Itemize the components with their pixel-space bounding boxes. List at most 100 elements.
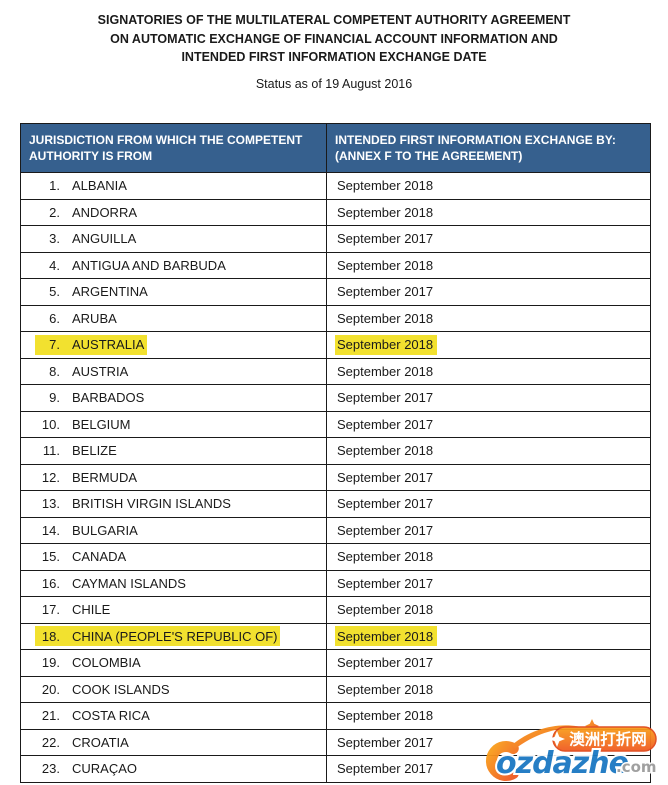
table-row: 4. ANTIGUA AND BARBUDA September 2018 — [20, 251, 651, 279]
table-row: 8. AUSTRIA September 2018 — [20, 357, 651, 385]
table-row: 2. ANDORRA September 2018 — [20, 198, 651, 226]
table-row: 19. COLOMBIA September 2017 — [20, 649, 651, 677]
table-row: 20. COOK ISLANDS September 2018 — [20, 675, 651, 703]
row-exchange-date: September 2018 — [337, 310, 434, 326]
row-number: 19. — [41, 655, 60, 671]
jurisdiction-cell: 15. CANADA — [20, 543, 327, 571]
row-exchange-date: September 2017 — [337, 390, 434, 406]
jurisdiction-text: 8. AUSTRIA — [35, 361, 131, 381]
jurisdiction-text: 2. ANDORRA — [35, 202, 140, 222]
row-exchange-date: September 2018 — [335, 334, 438, 355]
title-line-2: ON AUTOMATIC EXCHANGE OF FINANCIAL ACCOU… — [110, 31, 558, 46]
jurisdiction-text: 23. CURAÇAO — [35, 759, 140, 779]
jurisdiction-text: 17. CHILE — [35, 600, 113, 620]
row-exchange-date: September 2017 — [337, 416, 434, 432]
row-number: 13. — [41, 496, 60, 512]
jurisdiction-cell: 4. ANTIGUA AND BARBUDA — [20, 251, 327, 279]
row-jurisdiction: BERMUDA — [72, 469, 138, 485]
jurisdiction-cell: 22. CROATIA — [20, 728, 327, 756]
row-number: 15. — [41, 549, 60, 565]
jurisdiction-cell: 23. CURAÇAO — [20, 755, 327, 783]
row-number: 23. — [41, 761, 60, 777]
row-number: 12. — [41, 469, 60, 485]
jurisdiction-text: 3. ANGUILLA — [35, 229, 139, 249]
table-row: 10. BELGIUM September 2017 — [20, 410, 651, 438]
exchange-date-cell: September 2018 — [326, 304, 651, 332]
row-exchange-date: September 2017 — [337, 284, 434, 300]
jurisdiction-cell: 17. CHILE — [20, 596, 327, 624]
exchange-date-cell: September 2018 — [326, 437, 651, 465]
ozdazhe-watermark: 澳洲打折网 ozdazhe .com — [482, 704, 668, 783]
jurisdiction-text: 15. CANADA — [35, 547, 129, 567]
jurisdiction-text: 22. CROATIA — [35, 732, 132, 752]
jurisdiction-cell: 14. BULGARIA — [20, 516, 327, 544]
col-header-exchange-date: INTENDED FIRST INFORMATION EXCHANGE BY: … — [326, 123, 651, 173]
row-exchange-date: September 2017 — [337, 522, 434, 538]
signatories-table: JURISDICTION FROM WHICH THE COMPETENT AU… — [20, 123, 651, 783]
exchange-date-cell: September 2018 — [326, 622, 651, 650]
jurisdiction-cell: 8. AUSTRIA — [20, 357, 327, 385]
table-row: 11. BELIZE September 2018 — [20, 437, 651, 465]
title-line-1: SIGNATORIES OF THE MULTILATERAL COMPETEN… — [97, 13, 571, 27]
exchange-date-cell: September 2018 — [326, 543, 651, 571]
row-number: 2. — [49, 204, 60, 220]
row-number: 1. — [49, 178, 60, 194]
exchange-date-cell: September 2018 — [326, 198, 651, 226]
table-body: 1. ALBANIA September 2018 2. ANDORRA Septe… — [20, 172, 651, 783]
table-row: 17. CHILE September 2018 — [20, 596, 651, 624]
exchange-date-cell: September 2017 — [326, 225, 651, 253]
jurisdiction-cell: 20. COOK ISLANDS — [20, 675, 327, 703]
row-exchange-date: September 2018 — [337, 549, 434, 565]
jurisdiction-cell: 3. ANGUILLA — [20, 225, 327, 253]
row-number: 17. — [41, 602, 60, 618]
table-row: 18. CHINA (PEOPLE'S REPUBLIC OF) Septembe… — [20, 622, 651, 650]
jurisdiction-text: 11. BELIZE — [35, 441, 120, 461]
row-jurisdiction: AUSTRIA — [72, 363, 129, 379]
jurisdiction-text: 20. COOK ISLANDS — [35, 679, 173, 699]
row-exchange-date: September 2017 — [337, 469, 434, 485]
row-exchange-date: September 2018 — [337, 681, 434, 697]
row-jurisdiction: COOK ISLANDS — [72, 681, 170, 697]
table-row: 15. CANADA September 2018 — [20, 543, 651, 571]
sparkle-icon — [549, 731, 565, 747]
exchange-date-cell: September 2017 — [326, 463, 651, 491]
jurisdiction-cell: 16. CAYMAN ISLANDS — [20, 569, 327, 597]
exchange-date-cell: September 2017 — [326, 569, 651, 597]
table-row: 12. BERMUDA September 2017 — [20, 463, 651, 491]
exchange-date-cell: September 2018 — [326, 251, 651, 279]
jurisdiction-text: 1. ALBANIA — [35, 176, 130, 196]
row-number: 20. — [41, 681, 60, 697]
row-jurisdiction: COLOMBIA — [72, 655, 141, 671]
row-number: 7. — [49, 337, 60, 353]
row-exchange-date: September 2018 — [337, 257, 434, 273]
document-header: SIGNATORIES OF THE MULTILATERAL COMPETEN… — [0, 0, 668, 91]
watermark-tld-text: .com — [616, 758, 657, 776]
col-header-jurisdiction: JURISDICTION FROM WHICH THE COMPETENT AU… — [20, 123, 327, 173]
jurisdiction-text: 18. CHINA (PEOPLE'S REPUBLIC OF) — [35, 626, 281, 647]
row-number: 9. — [49, 390, 60, 406]
jurisdiction-text: 5. ARGENTINA — [35, 282, 151, 302]
status-line: Status as of 19 August 2016 — [255, 76, 413, 91]
col-header-jurisdiction-line2: AUTHORITY IS FROM — [29, 149, 153, 163]
row-number: 5. — [49, 284, 60, 300]
row-jurisdiction: BULGARIA — [72, 522, 138, 538]
exchange-date-cell: September 2018 — [326, 702, 651, 730]
row-exchange-date: September 2017 — [337, 496, 434, 512]
row-exchange-date: September 2018 — [337, 708, 434, 724]
row-jurisdiction: BELGIUM — [72, 416, 131, 432]
table-row: 9. BARBADOS September 2017 — [20, 384, 651, 412]
exchange-date-cell: September 2018 — [326, 675, 651, 703]
row-jurisdiction: CAYMAN ISLANDS — [72, 575, 186, 591]
row-number: 16. — [41, 575, 60, 591]
title-line-3: INTENDED FIRST INFORMATION EXCHANGE DATE — [181, 50, 487, 64]
exchange-date-cell: September 2018 — [326, 596, 651, 624]
row-jurisdiction: ANGUILLA — [72, 231, 137, 247]
exchange-date-cell: September 2017 — [326, 278, 651, 306]
table-header-row: JURISDICTION FROM WHICH THE COMPETENT AU… — [20, 123, 651, 173]
row-jurisdiction: BRITISH VIRGIN ISLANDS — [72, 496, 231, 512]
row-jurisdiction: BELIZE — [72, 443, 117, 459]
exchange-date-cell: September 2017 — [326, 516, 651, 544]
exchange-date-cell: September 2017 — [326, 649, 651, 677]
watermark-brand-text: ozdazhe — [496, 746, 629, 781]
